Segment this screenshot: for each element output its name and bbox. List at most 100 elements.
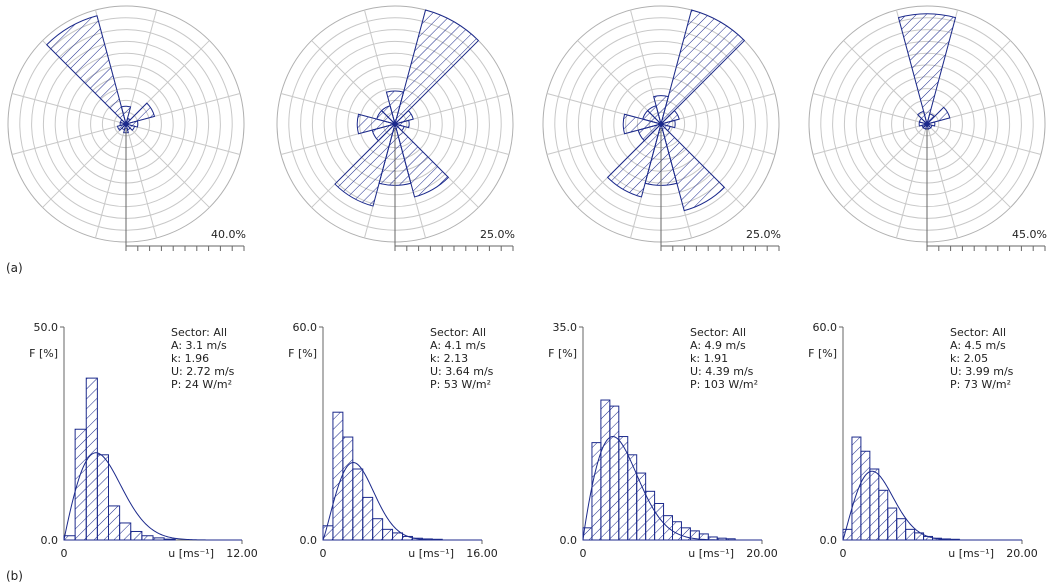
x-tick-label-min: 0 bbox=[320, 547, 327, 560]
histogram-bar bbox=[163, 538, 176, 541]
rose-sector bbox=[622, 113, 663, 135]
wind-rose-3: 25.0% bbox=[542, 5, 781, 251]
histogram-bar bbox=[905, 528, 916, 541]
histogram-4: 60.0 0.00 20.00 u [ms⁻¹] F [%] Sector: AllA: … bbox=[808, 321, 1038, 560]
histogram-1: 50.0 0.00 12.00 u [ms⁻¹] F [%] Sector: AllA: … bbox=[29, 321, 258, 560]
x-tick-label-min: 0 bbox=[61, 547, 68, 560]
x-axis-label: u [ms⁻¹] bbox=[948, 547, 994, 560]
stat-line: Sector: All bbox=[171, 326, 227, 339]
histogram-bar bbox=[392, 532, 403, 541]
panel-label-b: (b) bbox=[6, 569, 23, 583]
rose-spoke bbox=[926, 123, 1042, 156]
rose-scale-bar: 25.0% bbox=[394, 128, 515, 251]
rose-sector bbox=[124, 120, 139, 128]
rose-scale-bar: 40.0% bbox=[125, 128, 246, 251]
stat-line: k: 1.96 bbox=[171, 352, 209, 365]
y-tick-label-min: 0.0 bbox=[41, 534, 59, 547]
rose-spoke bbox=[125, 9, 158, 125]
weibull-curve bbox=[582, 436, 762, 541]
rose-spoke bbox=[311, 40, 396, 125]
histogram-bar bbox=[342, 436, 354, 541]
rose-spoke bbox=[125, 123, 210, 208]
stat-line: Sector: All bbox=[690, 326, 746, 339]
x-axis-label: u [ms⁻¹] bbox=[688, 547, 734, 560]
stat-line: P: 24 W/m² bbox=[171, 378, 232, 391]
rose-spoke bbox=[42, 123, 127, 208]
histogram-bar bbox=[680, 527, 691, 541]
y-axis-label: F [%] bbox=[808, 347, 837, 360]
rose-sector bbox=[124, 102, 156, 125]
stat-line: P: 53 W/m² bbox=[430, 378, 491, 391]
x-tick-label-max: 20.00 bbox=[746, 547, 778, 560]
rose-sector bbox=[646, 105, 662, 126]
rose-sector bbox=[394, 122, 450, 198]
histogram-bar bbox=[878, 489, 889, 541]
x-tick-label-max: 16.00 bbox=[466, 547, 498, 560]
rose-spoke bbox=[94, 123, 127, 239]
rose-sector bbox=[917, 110, 928, 126]
histogram-bar bbox=[372, 518, 384, 541]
rose-sector bbox=[925, 121, 936, 127]
rose-sector bbox=[46, 15, 127, 126]
y-axis-label: F [%] bbox=[548, 347, 577, 360]
rose-spoke bbox=[394, 92, 510, 125]
rose-sector bbox=[606, 122, 662, 198]
rose-sector bbox=[380, 105, 396, 126]
stat-line: P: 103 W/m² bbox=[690, 378, 758, 391]
stat-line: A: 3.1 m/s bbox=[171, 339, 227, 352]
y-tick-label-min: 0.0 bbox=[820, 534, 838, 547]
x-tick-label-max: 12.00 bbox=[226, 547, 258, 560]
x-tick-label-min: 0 bbox=[580, 547, 587, 560]
histogram-bar bbox=[851, 436, 862, 541]
stat-line: Sector: All bbox=[430, 326, 486, 339]
stat-line: k: 2.05 bbox=[950, 352, 988, 365]
histogram-bar bbox=[636, 472, 647, 541]
wind-rose-row: 40.0% 25.0% 25.0% 45.0% bbox=[7, 5, 1047, 251]
rose-sector bbox=[394, 9, 480, 126]
histogram-3: 35.0 0.00 20.00 u [ms⁻¹] F [%] Sector: AllA: … bbox=[548, 321, 778, 560]
x-axis-label: u [ms⁻¹] bbox=[408, 547, 454, 560]
stat-line: U: 4.39 m/s bbox=[690, 365, 754, 378]
weibull-curve bbox=[322, 461, 482, 541]
stat-line: U: 3.99 m/s bbox=[950, 365, 1014, 378]
rose-spoke bbox=[843, 40, 928, 125]
stat-line: A: 4.9 m/s bbox=[690, 339, 746, 352]
rose-spoke bbox=[926, 123, 959, 239]
rose-sector bbox=[659, 109, 680, 125]
histogram-bar bbox=[63, 535, 76, 541]
wind-rose-1: 40.0% bbox=[7, 5, 246, 251]
rose-sector bbox=[925, 106, 951, 125]
rose-spoke bbox=[125, 123, 241, 156]
rose-sector bbox=[897, 13, 957, 126]
rose-scale-label: 40.0% bbox=[211, 228, 246, 241]
stat-line: U: 2.72 m/s bbox=[171, 365, 235, 378]
rose-spoke bbox=[812, 123, 928, 156]
rose-scale-label: 25.0% bbox=[480, 228, 515, 241]
histogram-bar bbox=[332, 411, 344, 541]
y-tick-label-max: 35.0 bbox=[553, 321, 578, 334]
rose-sector bbox=[660, 122, 726, 212]
rose-sector bbox=[116, 123, 128, 131]
rose-spoke bbox=[11, 92, 127, 125]
stat-line: k: 1.91 bbox=[690, 352, 728, 365]
rose-sector bbox=[660, 9, 746, 126]
histogram-bar bbox=[860, 450, 871, 541]
histogram-bar bbox=[362, 496, 374, 541]
histogram-bar bbox=[96, 454, 109, 541]
y-tick-label-min: 0.0 bbox=[300, 534, 318, 547]
stat-line: A: 4.5 m/s bbox=[950, 339, 1006, 352]
rose-spoke bbox=[843, 123, 928, 208]
histogram-bar bbox=[627, 454, 638, 541]
rose-spoke bbox=[660, 123, 776, 156]
weibull-curve bbox=[842, 470, 1022, 541]
rose-scale-bar: 45.0% bbox=[926, 128, 1047, 251]
x-tick-label-min: 0 bbox=[840, 547, 847, 560]
histogram-2: 60.0 0.00 16.00 u [ms⁻¹] F [%] Sector: AllA: … bbox=[288, 321, 498, 560]
rose-spoke bbox=[660, 92, 776, 125]
rose-spoke bbox=[812, 92, 928, 125]
histogram-row: 50.00.00 12.00u [ms⁻¹]F [%]Sector: AllA: … bbox=[29, 321, 1038, 560]
wind-rose-2: 25.0% bbox=[276, 5, 515, 251]
y-tick-label-max: 60.0 bbox=[293, 321, 318, 334]
panel-label-a: (a) bbox=[6, 261, 23, 275]
